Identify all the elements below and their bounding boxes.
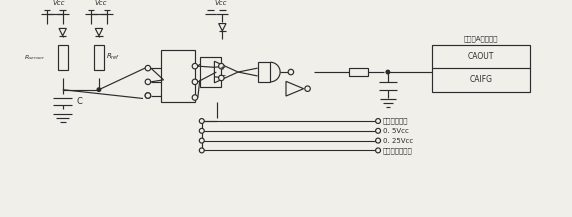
Circle shape xyxy=(288,69,293,75)
Text: +: + xyxy=(220,65,225,71)
Text: −: − xyxy=(219,71,225,81)
Circle shape xyxy=(199,138,204,143)
Bar xyxy=(432,45,530,92)
Circle shape xyxy=(145,93,150,98)
Circle shape xyxy=(219,75,224,81)
Circle shape xyxy=(192,63,198,69)
Circle shape xyxy=(376,118,380,123)
Text: Vcc: Vcc xyxy=(94,0,107,7)
Circle shape xyxy=(305,86,310,91)
Bar xyxy=(349,68,368,76)
Text: 0. 5Vcc: 0. 5Vcc xyxy=(383,128,409,134)
Circle shape xyxy=(199,118,204,123)
Circle shape xyxy=(386,70,390,74)
Circle shape xyxy=(219,63,224,69)
Bar xyxy=(94,45,104,70)
Circle shape xyxy=(192,79,198,85)
Bar xyxy=(161,51,195,102)
Circle shape xyxy=(145,79,150,85)
Circle shape xyxy=(376,138,380,143)
Text: $R_{ref}$: $R_{ref}$ xyxy=(106,52,120,62)
Bar xyxy=(257,62,271,82)
Text: C: C xyxy=(77,97,82,106)
Circle shape xyxy=(199,148,204,153)
Circle shape xyxy=(199,128,204,133)
Circle shape xyxy=(376,128,380,133)
Bar xyxy=(58,45,67,70)
Bar xyxy=(200,57,221,87)
Text: 定时器A捕获输入: 定时器A捕获输入 xyxy=(464,35,498,42)
Text: 二极管参考电平: 二极管参考电平 xyxy=(383,147,413,154)
Circle shape xyxy=(145,93,150,98)
Text: 外部参考电平: 外部参考电平 xyxy=(383,118,408,124)
Text: 0. 25Vcc: 0. 25Vcc xyxy=(383,138,413,144)
Text: CAIFG: CAIFG xyxy=(470,75,492,84)
Text: $R_{sensor}$: $R_{sensor}$ xyxy=(24,53,45,62)
Text: Vcc: Vcc xyxy=(53,0,65,7)
Circle shape xyxy=(376,148,380,153)
Text: Vcc: Vcc xyxy=(214,0,227,7)
Circle shape xyxy=(192,95,198,100)
Circle shape xyxy=(97,88,101,91)
Text: CAOUT: CAOUT xyxy=(468,52,494,61)
Circle shape xyxy=(145,65,150,71)
